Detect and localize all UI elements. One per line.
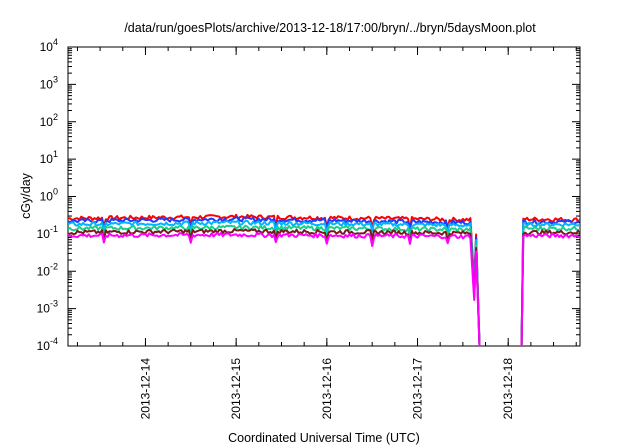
chart-title: /data/run/goesPlots/archive/2013-12-18/1… xyxy=(124,21,536,35)
y-tick-label: 10-2 xyxy=(37,261,58,278)
series-line-1 xyxy=(68,213,481,346)
plot-area: 10-4 10-3 10-2 10-1 100 101 102 103 104 2013-12-1… xyxy=(37,37,581,420)
x-tick-label: 2013-12-18 xyxy=(501,358,515,420)
y-tick-label: 102 xyxy=(40,112,58,129)
series-line-6-recovery xyxy=(520,232,580,346)
y-tick-label: 10-3 xyxy=(37,299,58,316)
series-line-1-recovery xyxy=(520,216,580,346)
x-tick-label: 2013-12-16 xyxy=(320,358,334,420)
series-line-3-recovery xyxy=(520,221,580,346)
series-line-6 xyxy=(68,231,481,346)
series-line-3 xyxy=(68,219,481,346)
y-tick-label: 10-4 xyxy=(37,336,58,353)
series-line-4 xyxy=(68,224,481,346)
series-line-2-recovery xyxy=(520,218,580,346)
series-line-5-recovery xyxy=(520,229,580,346)
y-tick-label: 104 xyxy=(40,37,58,54)
x-axis-label: Coordinated Universal Time (UTC) xyxy=(228,431,420,445)
x-tick-label: 2013-12-14 xyxy=(138,358,152,420)
y-axis-label: cGy/day xyxy=(19,172,33,219)
x-tick-label: 2013-12-15 xyxy=(229,358,243,420)
y-tick-label: 10-1 xyxy=(37,224,58,241)
y-tick-label: 101 xyxy=(40,149,58,166)
plot-frame xyxy=(67,46,581,347)
x-tick-label: 2013-12-17 xyxy=(411,358,425,420)
series-line-5 xyxy=(68,228,481,346)
series-line-4-recovery xyxy=(520,225,580,346)
y-tick-label: 103 xyxy=(40,74,58,91)
y-tick-label: 100 xyxy=(40,187,58,204)
